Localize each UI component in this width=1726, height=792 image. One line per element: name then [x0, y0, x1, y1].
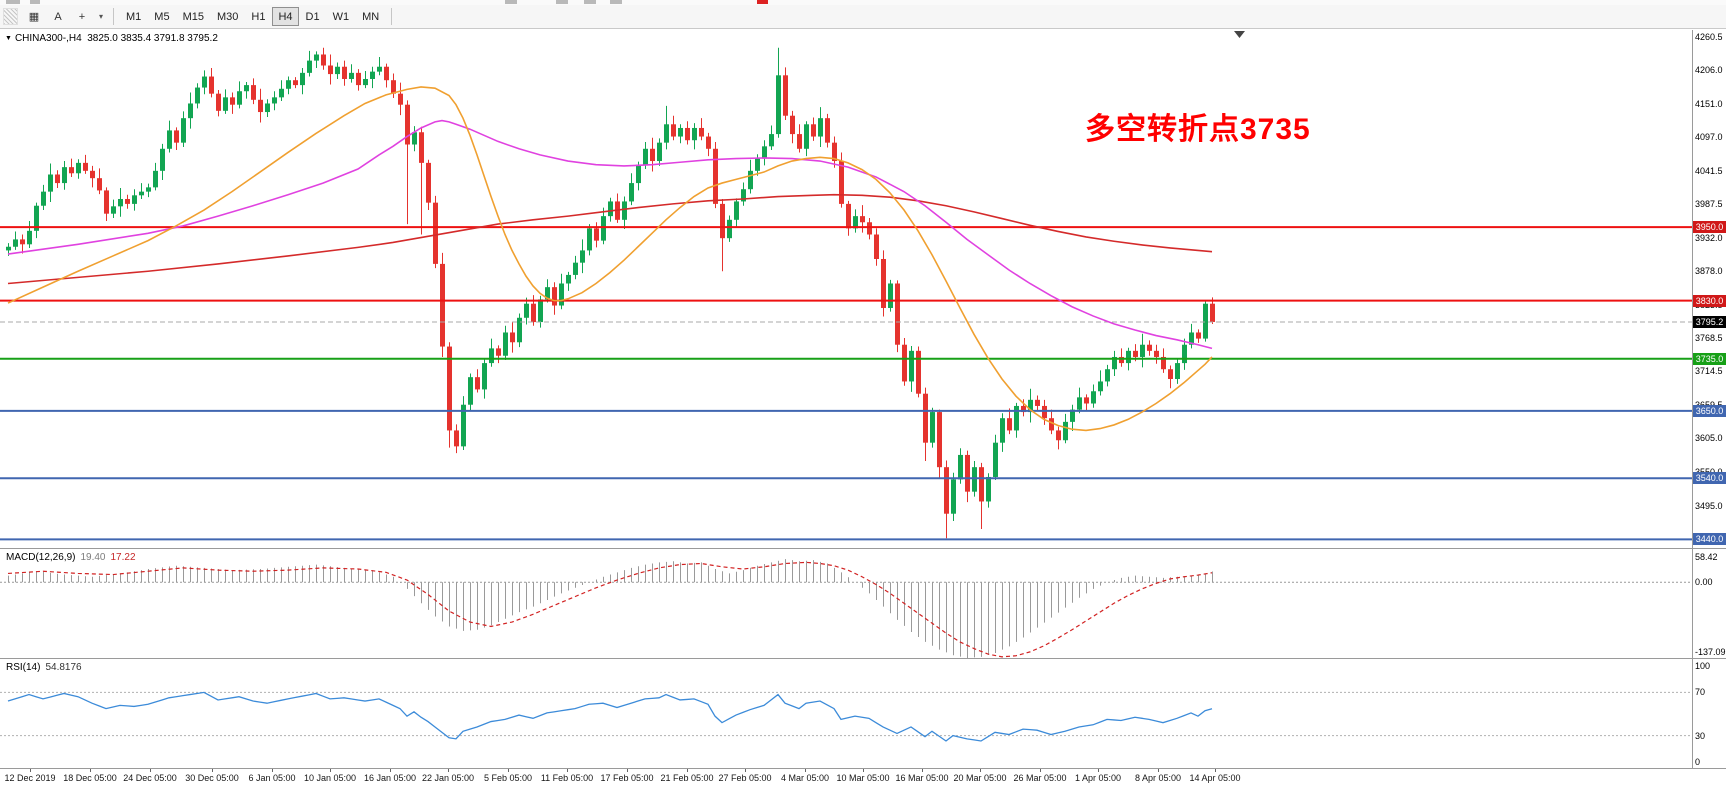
toolbar-grip[interactable]: [3, 8, 18, 25]
panel-divider: [0, 768, 1726, 769]
price-tick-label: 3932.0: [1695, 233, 1723, 244]
grid-mode-icon: ▦: [28, 11, 40, 23]
time-label: 16 Jan 05:00: [363, 773, 417, 783]
time-label: 10 Mar 05:00: [836, 773, 890, 783]
current-price-tag: 3795.2: [1693, 315, 1726, 328]
crosshair-tool-button[interactable]: +: [71, 7, 93, 26]
rsi-value: 54.8176: [45, 662, 82, 673]
time-label: 11 Feb 05:00: [540, 773, 594, 783]
timeframe-button-mn[interactable]: MN: [356, 7, 385, 26]
time-label: 8 Apr 05:00: [1134, 773, 1182, 783]
price-scale-border: [1692, 30, 1693, 768]
price-tick-label: 3605.0: [1695, 433, 1723, 444]
time-label: 12 Dec 2019: [4, 773, 56, 783]
time-label: 21 Feb 05:00: [660, 773, 714, 783]
time-label: 26 Mar 05:00: [1013, 773, 1067, 783]
main-chart-area[interactable]: [0, 30, 1692, 548]
price-level-tag: 3950.0: [1693, 221, 1726, 234]
time-label: 1 Apr 05:00: [1074, 773, 1122, 783]
symbol-period-label: CHINA300-,H4: [14, 33, 82, 44]
price-tick-label: 3550.0: [1695, 467, 1726, 478]
timeframe-button-w1[interactable]: W1: [327, 7, 356, 26]
price-level-tag: 3650.0: [1693, 404, 1726, 417]
time-label: 5 Feb 05:00: [483, 773, 533, 783]
clipped-menubar: [0, 0, 1726, 5]
price-level-tag: 3440.0: [1693, 533, 1726, 546]
price-tick-label: 3495.0: [1695, 500, 1723, 511]
cursor-dropdown-icon: ▾: [98, 12, 103, 21]
price-tick-label: 4260.5: [1695, 32, 1723, 43]
crosshair-tool-icon: +: [78, 10, 86, 23]
rsi-indicator-label: RSI(14) 54.8176: [6, 662, 82, 673]
timeframe-button-m30[interactable]: M30: [211, 7, 244, 26]
timeframe-button-m5[interactable]: M5: [148, 7, 175, 26]
macd-signal-value: 17.22: [110, 552, 136, 563]
price-tick-label: 4041.5: [1695, 166, 1723, 177]
cursor-dropdown-button[interactable]: ▾: [95, 7, 107, 26]
timeframe-button-h1[interactable]: H1: [245, 7, 271, 26]
clipped-icon: [30, 0, 40, 4]
macd-axis-label: 58.42: [1695, 552, 1718, 562]
time-label: 16 Mar 05:00: [895, 773, 949, 783]
toolbar-separator: [391, 8, 393, 25]
ohlc-values: 3825.0 3835.4 3791.8 3795.2: [87, 33, 218, 44]
rsi-axis-label: 30: [1695, 730, 1706, 741]
tool-buttons: ▦ A + ▾: [23, 7, 107, 26]
price-tick-label: 4151.0: [1695, 99, 1723, 110]
grid-mode-button[interactable]: ▦: [23, 7, 45, 26]
price-tick-label: 3878.0: [1695, 266, 1723, 277]
toolbar-separator: [113, 8, 114, 25]
macd-axis-label: -137.09: [1695, 647, 1726, 657]
price-tick-label: 3714.5: [1695, 366, 1723, 377]
time-label: 18 Dec 05:00: [63, 773, 117, 783]
price-tick-label: 4206.0: [1695, 65, 1723, 76]
toolbar: ▦ A + ▾ M1 M5 M15 M30 H1 H4 D1 W1 MN: [0, 5, 1726, 29]
chart-expander-icon: ▼: [5, 35, 12, 42]
time-label: 24 Dec 05:00: [123, 773, 177, 783]
time-label: 22 Jan 05:00: [421, 773, 475, 783]
time-label: 30 Dec 05:00: [185, 773, 239, 783]
clipped-icon: [584, 0, 596, 4]
timeframe-button-d1[interactable]: D1: [300, 7, 326, 26]
timeframe-button-h4[interactable]: H4: [272, 7, 299, 26]
rsi-panel[interactable]: [0, 660, 1692, 768]
price-level-tag: 3540.0: [1693, 472, 1726, 485]
time-label: 6 Jan 05:00: [248, 773, 296, 783]
price-tick-label: 3987.5: [1695, 199, 1723, 210]
price-tick-label: 3768.5: [1695, 333, 1723, 344]
clipped-icon: [610, 0, 622, 4]
clipped-icon: [505, 0, 517, 4]
clipped-icon: [6, 0, 20, 4]
clipped-icon: [556, 0, 568, 4]
text-tool-icon: A: [54, 10, 62, 23]
macd-indicator-label: MACD(12,26,9) 19.40 17.22: [6, 552, 136, 563]
chart-annotation: 多空转折点3735: [1085, 113, 1311, 146]
macd-axis-label: 0.00: [1695, 577, 1713, 588]
panel-divider[interactable]: [0, 548, 1726, 549]
panel-divider[interactable]: [0, 658, 1726, 659]
rsi-name: RSI(14): [6, 662, 41, 673]
price-tick-label: 4097.0: [1695, 132, 1723, 143]
macd-name: MACD(12,26,9): [6, 552, 76, 563]
time-label: 10 Jan 05:00: [303, 773, 357, 783]
time-label: 4 Mar 05:00: [780, 773, 830, 783]
macd-main-value: 19.40: [80, 552, 106, 563]
macd-panel[interactable]: [0, 550, 1692, 658]
price-level-tag: 3735.0: [1693, 352, 1726, 365]
time-label: 20 Mar 05:00: [953, 773, 1007, 783]
timeframe-buttons: M1 M5 M15 M30 H1 H4 D1 W1 MN: [120, 7, 385, 26]
time-label: 17 Feb 05:00: [600, 773, 654, 783]
chart-ohlc-header: ▼ CHINA300-,H4 3825.0 3835.4 3791.8 3795.…: [5, 33, 218, 44]
clipped-flag-icon: [757, 0, 768, 4]
time-label: 14 Apr 05:00: [1189, 773, 1241, 783]
rsi-axis-label: 0: [1695, 757, 1701, 767]
rsi-axis-label: 100: [1695, 661, 1711, 671]
text-tool-button[interactable]: A: [47, 7, 69, 26]
rsi-axis-label: 70: [1695, 687, 1706, 698]
timeframe-button-m15[interactable]: M15: [177, 7, 210, 26]
price-level-tag: 3830.0: [1693, 294, 1726, 307]
timeframe-button-m1[interactable]: M1: [120, 7, 147, 26]
time-label: 27 Feb 05:00: [718, 773, 772, 783]
